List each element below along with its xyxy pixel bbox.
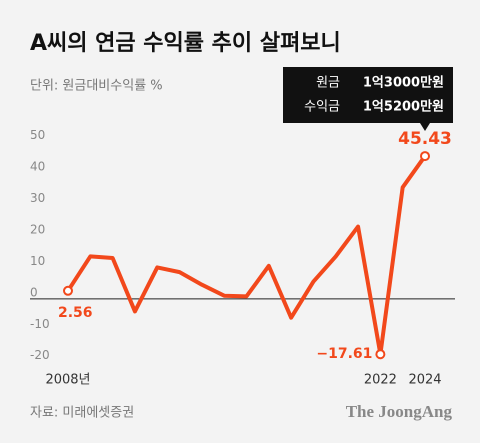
y-tick-label: 0: [30, 285, 38, 299]
value-label: 45.43: [398, 129, 452, 149]
y-tick-label: 50: [30, 128, 45, 142]
chart-subtitle: 단위: 원금대비수익률 %: [30, 79, 163, 94]
callout-pointer: [420, 123, 430, 131]
y-tick-label: 40: [30, 160, 45, 174]
point: [420, 151, 430, 162]
callout-label: 수익금: [304, 100, 340, 115]
source: 자료: 미래에셋증권: [30, 406, 134, 421]
y-tick-label: 30: [30, 191, 45, 205]
callout-label: 원금: [316, 76, 340, 91]
point: [63, 285, 73, 296]
callout-value: 1억3000만원: [363, 75, 444, 91]
callout-box: [283, 67, 453, 123]
line: [66, 154, 427, 357]
y-tick-label: -10: [30, 317, 50, 331]
chart-title: A씨의 연금 수익률 추이 살펴보니: [30, 31, 341, 56]
callout-value: 1억5200만원: [363, 99, 444, 115]
y-tick-label: -20: [30, 348, 50, 362]
x-tick-label: 2022: [364, 373, 397, 388]
x-tick-label: 2024: [408, 373, 441, 388]
value-label: 2.56: [58, 305, 93, 321]
x-tick-label: 2008년: [45, 373, 90, 388]
brand: The JoongAng: [346, 402, 453, 421]
value-label: −17.61: [316, 346, 372, 362]
y-tick-label: 20: [30, 223, 45, 237]
y-tick-label: 10: [30, 254, 45, 268]
point: [375, 349, 386, 360]
